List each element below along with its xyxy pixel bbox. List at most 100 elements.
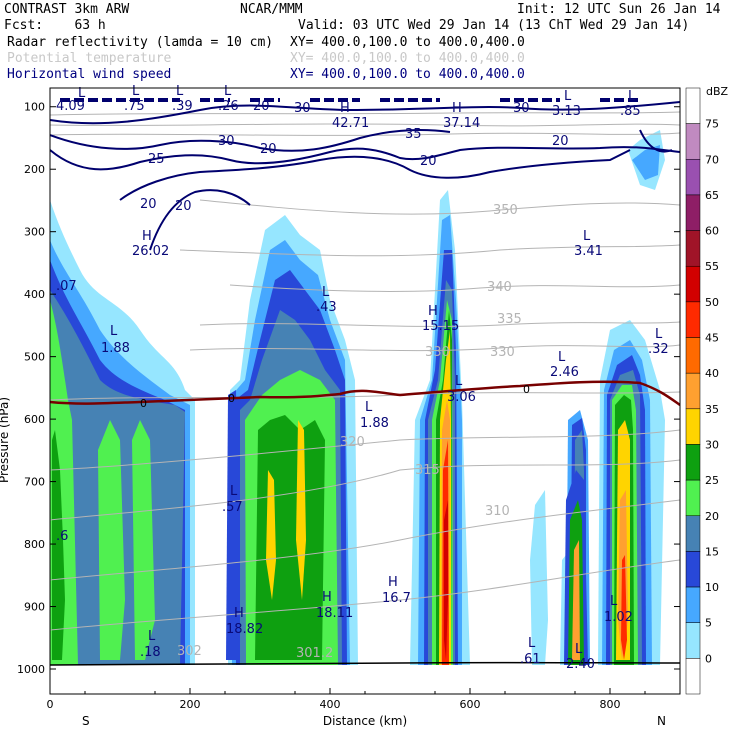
theta-350 <box>199 199 680 215</box>
wind-label-30b: 30 <box>294 101 311 116</box>
wind-label-35: 35 <box>405 127 422 142</box>
field-name-theta: Potential temperature <box>7 51 172 66</box>
theta-335 <box>199 321 680 327</box>
x-tick-label: 0 <box>47 698 54 711</box>
extremum-value: 1.88 <box>360 416 389 431</box>
extremum-type: H <box>388 575 398 590</box>
extremum-type: L <box>132 84 140 99</box>
colorbar-label: 20 <box>705 510 719 523</box>
wind-25 <box>50 146 680 171</box>
colorbar-swatch <box>685 658 701 695</box>
y-tick-label: 1000 <box>17 663 45 676</box>
x-axis-south-label: S <box>82 714 90 728</box>
wind-contours <box>50 98 680 251</box>
extremum-type: H <box>322 590 332 605</box>
extremum-type: L <box>148 629 156 644</box>
wind-label-20f: 20 <box>253 99 270 114</box>
x-tick-label: 600 <box>460 698 481 711</box>
theta-340 <box>229 284 680 292</box>
wind-label-20b: 20 <box>420 154 437 169</box>
x-axis-title: Distance (km) <box>323 714 407 728</box>
extremum-type: H <box>428 304 438 319</box>
extremum-type: L <box>176 84 184 99</box>
reflectivity-column-right <box>530 130 665 665</box>
y-tick-label: 500 <box>24 351 45 364</box>
extremum-value: 3.06 <box>447 390 476 405</box>
plot-area <box>50 88 680 694</box>
y-tick-label: 700 <box>24 476 45 489</box>
extremum-type: L <box>365 400 373 415</box>
theta-label-335: 335 <box>497 312 522 327</box>
extremum-type: L <box>628 89 636 104</box>
contour-labels: 25 30 35 20 20 20 20 20 30 30 20 350 340… <box>56 84 669 672</box>
wind-label-20e: 20 <box>175 199 192 214</box>
colorbar-swatch <box>685 372 701 410</box>
field-name-wind: Horizontal wind speed <box>7 67 171 82</box>
extremum-value: .39 <box>172 99 193 114</box>
extremum-value: 2.46 <box>550 365 579 380</box>
x-axis-north-label: N <box>657 714 666 728</box>
ground-line <box>50 661 680 666</box>
extremum-type: L <box>655 327 663 342</box>
wind-label-30c: 30 <box>513 101 530 116</box>
refl-5-right-a <box>530 490 548 665</box>
theta-line-1 <box>50 111 680 116</box>
colorbar-swatch <box>685 622 701 659</box>
refl-25-left-c <box>132 420 155 660</box>
extremum-value: 1.88 <box>101 341 130 356</box>
extremum-value: 26.02 <box>132 244 169 259</box>
wind-35 <box>50 129 451 152</box>
refl-40-right-c <box>572 540 580 660</box>
colorbar-swatch <box>685 301 701 338</box>
reflectivity-column-mid <box>226 215 358 665</box>
wind-20 <box>119 149 631 201</box>
refl-10-upper-right <box>632 145 660 180</box>
extremum-type: H <box>234 606 244 621</box>
colorbar-label: 15 <box>705 545 719 558</box>
header-model: CONTRAST 3km ARW <box>4 2 129 17</box>
extremum-type: L <box>610 594 618 609</box>
y-axis-title: Pressure (hPa) <box>0 397 11 483</box>
extremum-value: .61 <box>520 652 541 667</box>
refl-15-mid-narrow <box>226 390 240 660</box>
extremum-type: L <box>575 642 583 657</box>
extremum-type: L <box>455 374 463 389</box>
extrema-markers: L 4.09 L .75 L .39 L .26 H 42.71 H 37.14… <box>56 84 669 672</box>
colorbar-swatch <box>685 194 701 231</box>
extremum-value: .07 <box>56 279 77 294</box>
extremum-type: L <box>224 84 232 99</box>
freezing-level-line <box>50 380 680 407</box>
theta-label-302: 302 <box>177 644 202 659</box>
colorbar-label: 70 <box>705 153 719 166</box>
header: CONTRAST 3km ARW NCAR/MMM Init: 12 UTC S… <box>4 2 721 82</box>
refl-35-mid-a <box>266 470 276 600</box>
theta-line-2 <box>50 123 680 127</box>
theta-310 <box>50 499 680 581</box>
theta-label-350: 350 <box>493 203 518 218</box>
colorbar-swatch <box>685 123 701 160</box>
extremum-type: H <box>340 101 350 116</box>
refl-30-mid <box>255 415 325 660</box>
colorbar-swatch <box>685 87 701 124</box>
theta-label-340: 340 <box>487 280 512 295</box>
header-init: Init: 12 UTC Sun 26 Jan 14 <box>517 2 721 17</box>
wind-label-30: 30 <box>218 134 235 149</box>
extremum-value: .43 <box>316 300 337 315</box>
colorbar-swatch <box>685 586 701 623</box>
extremum-value: .57 <box>222 500 243 515</box>
wind-label-20d: 20 <box>140 197 157 212</box>
extremum-type: L <box>528 636 536 651</box>
extremum-value: 37.14 <box>443 116 480 131</box>
colorbar-swatch <box>685 265 701 303</box>
extremum-type: L <box>78 86 86 101</box>
colorbar-swatch <box>685 444 701 481</box>
y-tick-label: 900 <box>24 601 45 614</box>
colorbar-swatch <box>685 230 701 267</box>
reflectivity-tower <box>410 190 470 665</box>
refl-50-right-main <box>621 555 627 660</box>
extremum-value: 15.15 <box>422 319 459 334</box>
field-xy-reflectivity: XY= 400.0,100.0 to 400.0,400.0 <box>290 35 525 50</box>
y-tick-label: 100 <box>24 101 45 114</box>
theta-label-301: 301.2 <box>296 646 333 661</box>
